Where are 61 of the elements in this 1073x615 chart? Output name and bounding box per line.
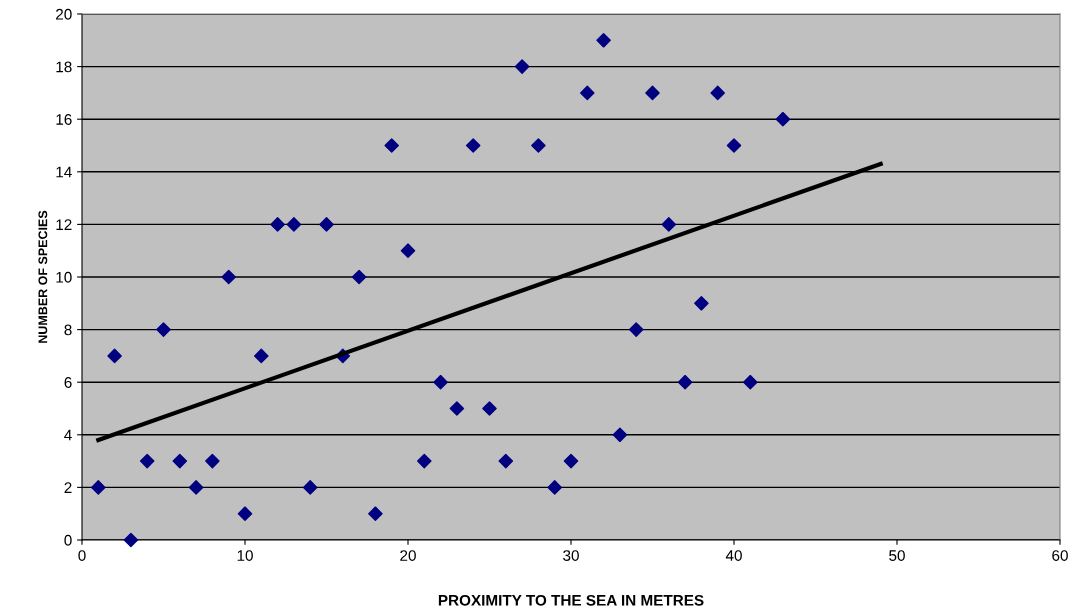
y-tick-label: 16 <box>56 114 72 125</box>
point <box>302 480 318 495</box>
point <box>417 453 432 469</box>
point <box>563 453 579 469</box>
x-tick-label: 30 <box>563 550 579 561</box>
point <box>91 480 106 495</box>
y-tick-label: 8 <box>64 324 72 336</box>
y-tick-label: 10 <box>56 271 72 283</box>
point <box>172 453 188 469</box>
x-tick-label: 50 <box>889 550 905 561</box>
point <box>188 480 204 495</box>
point <box>221 269 236 285</box>
point <box>368 506 383 521</box>
y-tick-label: 6 <box>64 377 72 388</box>
point <box>694 296 709 311</box>
point <box>319 217 334 232</box>
point <box>465 138 481 153</box>
point <box>531 138 546 153</box>
point <box>482 401 497 416</box>
point <box>514 59 530 74</box>
y-tick-label: 20 <box>56 8 72 20</box>
x-tick-label: 0 <box>78 550 86 561</box>
point <box>237 506 253 521</box>
point <box>156 322 171 337</box>
point <box>205 453 220 469</box>
x-tick-label: 40 <box>725 550 742 561</box>
point <box>400 243 416 258</box>
y-tick-label: 18 <box>56 61 72 73</box>
y-axis-title: NUMBER OF SPECIES <box>38 210 48 343</box>
point <box>449 401 465 416</box>
x-tick-label: 60 <box>1052 550 1068 561</box>
point <box>596 33 611 48</box>
point <box>123 532 139 548</box>
y-tick-label: 4 <box>64 429 72 441</box>
point <box>677 374 693 390</box>
y-tick-label: 0 <box>64 534 72 546</box>
point <box>433 374 448 390</box>
point <box>726 138 742 153</box>
y-tick-label: 2 <box>64 482 72 493</box>
point <box>743 374 758 390</box>
point <box>775 111 791 127</box>
point <box>107 348 122 364</box>
point <box>286 217 302 232</box>
point <box>580 85 595 101</box>
point <box>547 480 562 495</box>
y-tick-label: 14 <box>56 166 72 178</box>
point <box>612 427 628 443</box>
point <box>498 453 514 469</box>
point <box>254 348 269 364</box>
point <box>270 217 285 232</box>
point <box>384 138 399 153</box>
x-tick-label: 10 <box>237 550 253 561</box>
x-axis-title: PROXIMITY TO THE SEA IN METRES <box>438 594 704 606</box>
point <box>139 453 155 469</box>
x-tick-label: 20 <box>400 550 416 561</box>
point <box>351 269 367 285</box>
point <box>661 217 677 232</box>
point <box>628 322 644 337</box>
point <box>710 85 725 101</box>
y-tick-label: 12 <box>56 219 72 230</box>
point <box>645 85 660 101</box>
